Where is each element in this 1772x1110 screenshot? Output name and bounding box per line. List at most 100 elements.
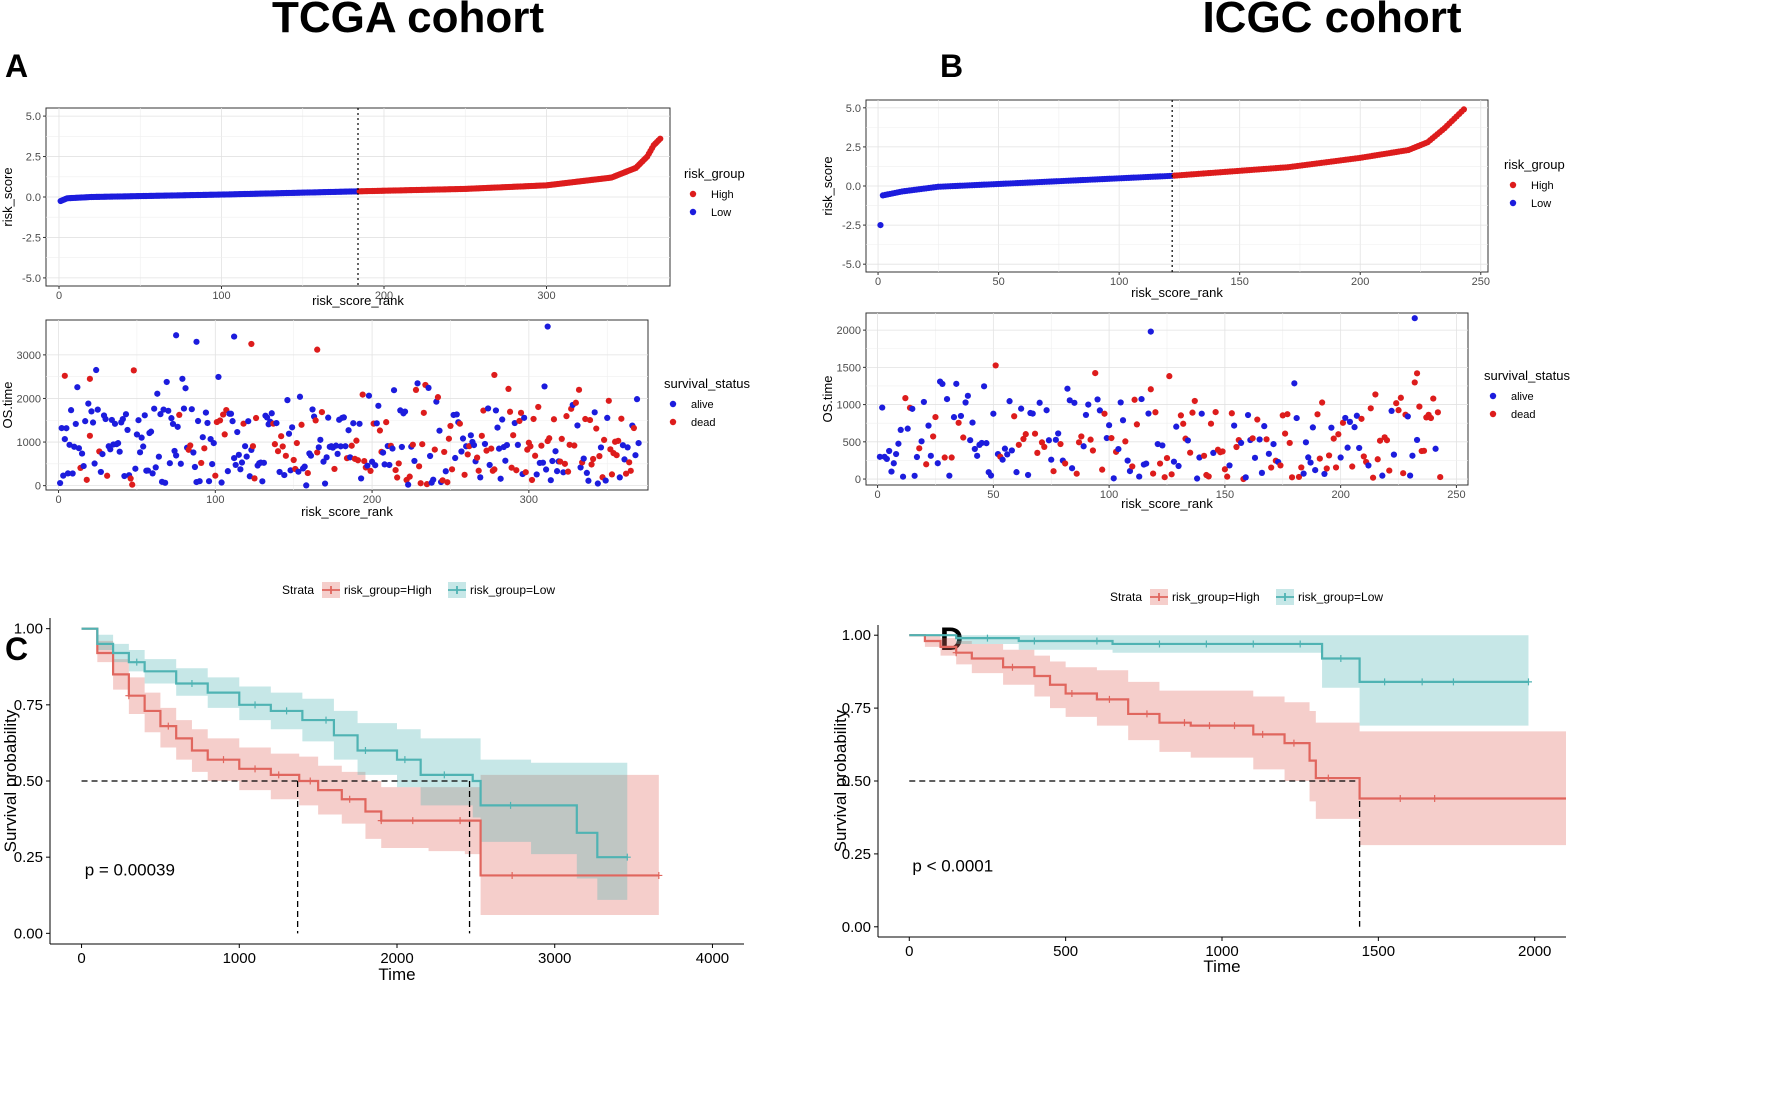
alive-point	[389, 445, 396, 452]
y-tick-label: 500	[843, 437, 861, 449]
legend-entry: Low	[711, 207, 731, 219]
x-tick-label: 200	[375, 290, 393, 302]
dead-point	[1427, 414, 1435, 422]
p-value-label: p < 0.0001	[912, 856, 993, 875]
dead-point	[1224, 473, 1231, 480]
censor-mark	[283, 707, 291, 715]
alive-point	[594, 480, 601, 487]
legend-key	[669, 400, 677, 408]
alive-point	[1119, 417, 1127, 424]
dead-point	[1087, 436, 1094, 443]
dead-point	[1277, 462, 1284, 469]
x-tick-label: 0	[875, 489, 881, 501]
alive-point	[971, 445, 978, 453]
alive-point	[1068, 465, 1076, 472]
alive-point	[140, 443, 147, 450]
alive-point	[621, 456, 628, 463]
censor-mark	[1180, 719, 1188, 727]
dead-point	[1020, 435, 1027, 443]
dead-point	[1263, 436, 1270, 443]
alive-point	[66, 441, 73, 448]
alive-point	[276, 468, 283, 476]
censor-mark	[275, 771, 283, 779]
dead-point	[622, 470, 630, 477]
dead-point	[1161, 474, 1168, 481]
low-risk-confidence-band	[909, 635, 1529, 726]
alive-point	[1291, 380, 1298, 387]
x-axis-title: risk_score_rank	[312, 293, 404, 308]
dead-point	[1156, 460, 1164, 467]
dead-point	[1393, 400, 1400, 407]
dead-point	[1050, 468, 1057, 475]
x-tick-label: 200	[1351, 276, 1369, 288]
dead-point	[517, 409, 525, 416]
alive-point	[585, 477, 592, 484]
dead-point	[1288, 474, 1296, 481]
alive-point	[215, 373, 222, 381]
censor-mark	[401, 756, 409, 764]
x-tick-label: 4000	[696, 950, 729, 967]
x-tick-label: 1500	[1362, 943, 1395, 960]
dead-point	[187, 442, 194, 449]
alive-point	[1173, 423, 1180, 430]
y-tick-label: 0.00	[842, 919, 871, 936]
dead-point	[1152, 409, 1159, 416]
alive-point	[411, 457, 418, 465]
censor-mark	[361, 747, 369, 755]
alive-point	[1143, 460, 1150, 467]
alive-point	[909, 405, 916, 412]
censor-mark	[220, 756, 227, 764]
dead-point	[932, 413, 939, 421]
alive-point	[957, 412, 965, 420]
y-tick-label: 1000	[17, 437, 41, 449]
dead-point	[630, 424, 637, 432]
y-axis-title: OS.time	[0, 382, 15, 429]
legend: risk_group High Low	[684, 166, 745, 219]
censor-mark	[1030, 637, 1038, 645]
data-points	[877, 106, 1467, 229]
alive-point	[425, 384, 432, 391]
alive-point	[315, 444, 322, 451]
alive-point	[284, 397, 291, 404]
y-tick-label: 2000	[17, 393, 41, 405]
alive-point	[604, 414, 611, 421]
dead-point	[314, 449, 321, 456]
alive-point	[414, 380, 421, 387]
dead-point	[480, 407, 487, 414]
x-tick-label: 1000	[1205, 943, 1238, 960]
legend-entry: risk_group=High	[344, 583, 432, 597]
y-axis-title: risk_score	[820, 156, 835, 215]
dead-point	[1358, 415, 1365, 422]
alive-point	[1261, 423, 1268, 430]
alive-point	[102, 415, 109, 423]
dead-point	[528, 476, 536, 484]
dead-point	[1332, 464, 1340, 471]
alive-point	[69, 470, 76, 477]
dead-point	[1374, 456, 1381, 463]
censor-mark	[1155, 640, 1163, 648]
low-risk-confidence-band	[81, 628, 628, 900]
legend: Strata risk_group=High risk_group=Low	[282, 582, 555, 598]
alive-point	[63, 425, 70, 432]
x-tick-label: 3000	[538, 950, 571, 967]
dead-point	[1233, 443, 1240, 451]
alive-point	[1404, 413, 1411, 420]
x-tick-label: 250	[1472, 276, 1490, 288]
dead-point	[271, 441, 278, 448]
x-tick-label: 200	[363, 494, 381, 506]
dead-point	[1254, 416, 1261, 423]
x-tick-label: 100	[1110, 276, 1128, 288]
alive-point	[234, 428, 241, 436]
dead-point	[1092, 370, 1099, 377]
censor-mark	[1259, 730, 1267, 738]
alive-point	[632, 452, 639, 459]
censor-mark	[1008, 663, 1016, 671]
dead-point	[571, 442, 578, 449]
alive-point	[458, 448, 465, 455]
legend-key-line	[1276, 593, 1294, 601]
dead-point	[1219, 448, 1226, 455]
alive-point	[1244, 411, 1252, 419]
x-tick-label: 300	[520, 494, 538, 506]
legend-key	[1509, 181, 1517, 189]
